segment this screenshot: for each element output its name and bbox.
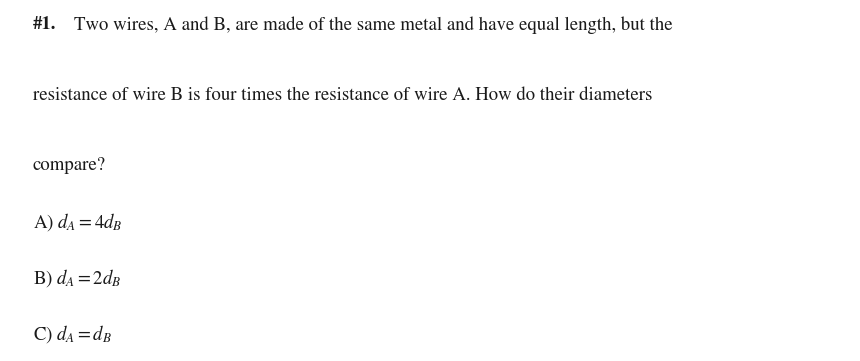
Text: Two wires, A and B, are made of the same metal and have equal length, but the: Two wires, A and B, are made of the same… [74,16,673,34]
Text: B) $d_A = 2d_B$: B) $d_A = 2d_B$ [33,267,121,289]
Text: A) $d_A = 4d_B$: A) $d_A = 4d_B$ [33,211,122,233]
Text: resistance of wire B is four times the resistance of wire A. How do their diamet: resistance of wire B is four times the r… [33,87,652,104]
Text: C) $d_A = d_B$: C) $d_A = d_B$ [33,323,112,345]
Text: compare?: compare? [33,157,106,174]
Text: #1.: #1. [33,16,56,33]
